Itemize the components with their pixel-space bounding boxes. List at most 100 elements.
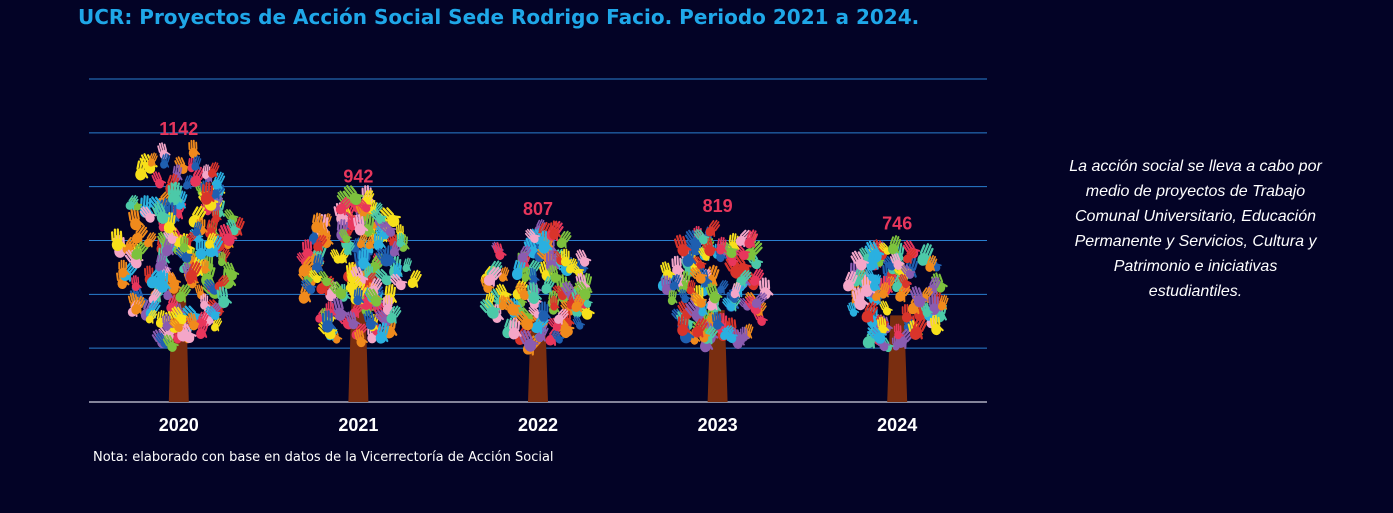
hand-icon <box>527 267 540 285</box>
hand-icon <box>937 294 949 311</box>
hand-icon <box>131 275 142 292</box>
hand-icon <box>338 228 352 243</box>
hand-icon <box>573 281 593 301</box>
value-label: 942 <box>343 167 373 187</box>
hand-icon <box>330 297 349 321</box>
hand-icon <box>329 281 348 300</box>
hand-icon <box>898 273 912 289</box>
hand-icon <box>716 236 727 255</box>
value-label: 1142 <box>159 119 198 139</box>
hand-icon <box>518 329 539 352</box>
hand-icon <box>313 234 328 252</box>
x-tick-label: 2024 <box>877 415 917 435</box>
hand-icon <box>669 274 682 291</box>
hand-icon <box>203 279 221 295</box>
hand-icon <box>205 305 221 321</box>
hand-icon <box>352 214 369 236</box>
hand-icon <box>498 295 508 311</box>
value-label: 819 <box>703 196 733 216</box>
hand-icon <box>321 310 336 333</box>
hand-icon <box>888 235 902 255</box>
hand-icon <box>572 315 585 330</box>
hand-icon <box>407 269 422 288</box>
hand-icon <box>207 161 220 178</box>
hand-icon <box>677 314 691 337</box>
hand-icon <box>917 243 934 266</box>
hand-icon <box>554 308 569 325</box>
hand-icon <box>358 248 371 270</box>
x-tick-label: 2020 <box>159 415 199 435</box>
hand-icon <box>111 228 126 252</box>
hand-icon <box>125 194 139 211</box>
tree-bar <box>657 219 774 402</box>
hand-icon <box>160 153 171 169</box>
hand-icon <box>361 189 375 207</box>
tree-bars <box>111 139 949 402</box>
hand-icon <box>711 311 725 330</box>
hand-icon <box>527 282 542 304</box>
hand-icon <box>660 261 675 281</box>
hand-icon <box>357 233 368 249</box>
hand-icon <box>560 248 573 267</box>
hand-icon <box>147 152 158 167</box>
hand-icon <box>861 301 878 323</box>
hand-icon <box>879 300 893 316</box>
hand-icon <box>851 268 866 287</box>
hand-icon <box>508 317 522 340</box>
hand-icon <box>517 245 532 263</box>
x-tick-label: 2021 <box>338 415 378 435</box>
hand-icon <box>690 292 707 308</box>
value-label: 746 <box>882 214 912 234</box>
hand-icon <box>390 273 408 291</box>
source-note: Nota: elaborado con base en datos de la … <box>93 450 554 465</box>
hand-icon <box>211 317 223 332</box>
hand-icon <box>330 248 344 264</box>
hand-icon <box>565 258 578 274</box>
hand-icon <box>205 232 218 249</box>
hand-icon <box>151 171 167 189</box>
hand-icon <box>667 288 678 306</box>
hand-icon <box>308 269 323 284</box>
hand-icon <box>705 282 723 304</box>
hand-icon <box>483 266 502 287</box>
hand-icon <box>720 325 734 341</box>
hand-icon <box>162 334 179 352</box>
hand-icon <box>218 223 238 246</box>
hand-icon <box>903 248 917 264</box>
hand-icon <box>201 259 211 274</box>
hand-icon <box>865 248 882 271</box>
hand-icon <box>148 288 162 304</box>
hand-icon <box>521 266 531 282</box>
tree-bar <box>843 235 949 402</box>
hand-icon <box>893 323 904 340</box>
hand-icon <box>175 284 191 303</box>
hand-icon <box>188 139 201 159</box>
hand-icon <box>118 259 130 278</box>
hand-icon <box>354 328 368 348</box>
hand-icon <box>186 269 196 285</box>
hand-icon <box>739 326 750 342</box>
hand-icon <box>192 221 203 237</box>
hand-icon <box>155 253 167 272</box>
hand-icon <box>131 295 146 315</box>
hand-icon <box>386 305 402 324</box>
hand-icon <box>179 235 190 253</box>
hand-icon <box>145 309 158 324</box>
hand-icon <box>925 255 938 272</box>
hand-icon <box>167 182 183 206</box>
hand-icon <box>730 282 742 299</box>
tree-bar <box>479 219 595 402</box>
hand-icon <box>551 330 565 344</box>
hand-icon <box>700 235 718 257</box>
hand-icon <box>301 239 316 260</box>
hand-icon <box>196 320 209 339</box>
hand-icon <box>847 302 860 317</box>
hand-icon <box>191 155 202 171</box>
hand-icon <box>843 270 858 292</box>
hand-icon <box>343 185 364 206</box>
hand-icon <box>343 241 355 256</box>
hand-icon <box>870 274 881 292</box>
hand-icon <box>661 275 675 296</box>
hand-icon <box>855 288 867 306</box>
hand-icon <box>479 299 501 319</box>
